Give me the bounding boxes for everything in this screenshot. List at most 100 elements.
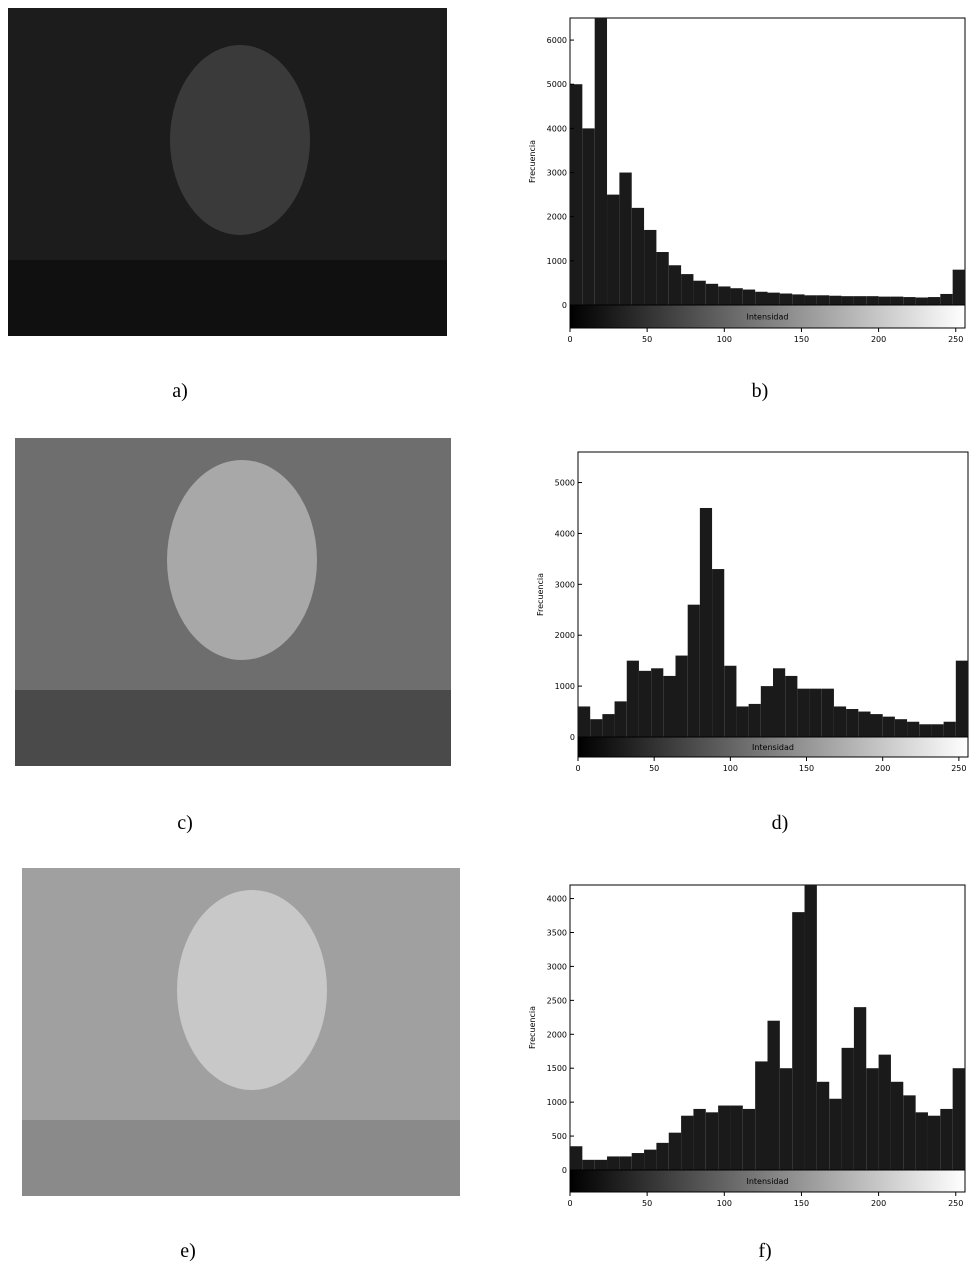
y-tick-label: 5000 xyxy=(547,80,567,89)
histogram-bar xyxy=(785,675,798,737)
x-tick-label: 0 xyxy=(575,764,580,773)
histogram-bar xyxy=(582,1159,595,1170)
colorbar-label: Intensidad xyxy=(746,313,788,322)
histogram-bar xyxy=(907,721,920,737)
histogram-bar xyxy=(755,291,768,305)
histogram-bar xyxy=(712,569,725,737)
histogram-bar xyxy=(792,912,805,1170)
histogram-bar xyxy=(582,128,595,305)
y-tick-label: 1000 xyxy=(547,1098,567,1107)
histogram-bar xyxy=(866,1068,879,1170)
histogram-bar xyxy=(821,688,834,737)
y-tick-label: 1000 xyxy=(547,257,567,266)
histogram-bar xyxy=(699,507,713,737)
histogram-bar xyxy=(570,84,583,305)
histogram-bar xyxy=(614,701,627,737)
x-tick-label: 150 xyxy=(794,1199,809,1208)
histogram-bar xyxy=(841,296,854,305)
histogram-bar xyxy=(915,1112,928,1170)
histogram-bar xyxy=(809,688,822,737)
histogram-bar xyxy=(816,295,830,305)
histogram-bar xyxy=(590,719,603,737)
y-tick-label: 2000 xyxy=(547,213,567,222)
y-tick-label: 2000 xyxy=(555,631,575,640)
histogram-bar xyxy=(853,296,867,305)
y-tick-label: 2000 xyxy=(547,1030,567,1039)
y-tick-label: 4000 xyxy=(547,895,567,904)
histogram-bar xyxy=(833,706,847,737)
y-tick-label: 3000 xyxy=(547,962,567,971)
histogram-bar xyxy=(890,296,904,305)
y-tick-label: 1000 xyxy=(555,682,575,691)
histogram-bar xyxy=(644,229,657,305)
panel-label: e) xyxy=(180,1240,196,1262)
histogram-bar xyxy=(730,1105,743,1170)
histogram-bar xyxy=(651,668,664,737)
panel-label: b) xyxy=(752,380,769,402)
x-tick-label: 100 xyxy=(723,764,738,773)
histogram-bar xyxy=(878,1054,891,1170)
histogram-bar xyxy=(594,1159,608,1170)
histogram-bar xyxy=(656,1142,669,1170)
y-tick-label: 2500 xyxy=(547,996,567,1005)
histogram-bar xyxy=(681,1115,694,1170)
histogram-bar xyxy=(829,1098,842,1170)
histogram-bar xyxy=(804,295,817,305)
y-tick-label: 3000 xyxy=(555,580,575,589)
colorbar-label: Intensidad xyxy=(746,1177,788,1186)
histogram-bar xyxy=(736,706,749,737)
histogram-bar xyxy=(779,293,793,305)
histogram-bar xyxy=(619,1156,632,1170)
histogram-bar xyxy=(931,724,944,737)
histogram-bar xyxy=(748,703,761,737)
histogram-bar xyxy=(570,1146,583,1170)
y-axis-label: Frecuencia xyxy=(528,1006,537,1049)
histogram-bar xyxy=(866,296,879,305)
panel-label: f) xyxy=(758,1240,771,1262)
histogram-bar xyxy=(607,1156,620,1170)
histogram-bar xyxy=(693,280,706,305)
x-tick-label: 50 xyxy=(649,764,659,773)
histogram-bar xyxy=(919,724,932,737)
histogram-bar xyxy=(638,670,652,737)
histogram-bar xyxy=(730,288,743,305)
histogram-bar xyxy=(607,194,620,305)
histogram-bar xyxy=(927,297,941,305)
y-tick-label: 4000 xyxy=(547,124,567,133)
y-tick-label: 0 xyxy=(562,1166,567,1175)
histogram-bar xyxy=(903,297,916,305)
colorbar xyxy=(569,304,966,329)
photo-e xyxy=(22,868,460,1196)
histogram-bar xyxy=(594,18,608,305)
x-tick-label: 50 xyxy=(642,335,652,344)
histogram-bar xyxy=(846,709,859,737)
histogram-bar xyxy=(853,1007,867,1170)
histogram-bar xyxy=(940,1108,953,1170)
histogram-bar xyxy=(870,714,883,737)
histogram-bar xyxy=(792,294,805,305)
x-tick-label: 200 xyxy=(875,764,890,773)
histogram-bar xyxy=(693,1108,706,1170)
x-tick-label: 100 xyxy=(717,1199,732,1208)
histogram-bar xyxy=(804,885,817,1170)
histogram-bar xyxy=(915,297,928,305)
histogram-bar xyxy=(742,289,756,305)
y-tick-label: 0 xyxy=(562,301,567,310)
histogram-bar xyxy=(668,265,682,305)
x-tick-label: 0 xyxy=(567,1199,572,1208)
colorbar xyxy=(569,1169,966,1193)
panel-label: a) xyxy=(172,380,188,402)
histogram-bar xyxy=(882,716,895,737)
histogram-bar xyxy=(724,665,737,737)
histogram-bar xyxy=(816,1081,830,1170)
histogram-bar xyxy=(656,252,669,305)
histogram-bar xyxy=(894,719,908,737)
x-tick-label: 200 xyxy=(871,335,886,344)
histogram-bar xyxy=(890,1081,904,1170)
x-tick-label: 250 xyxy=(948,335,963,344)
x-tick-label: 50 xyxy=(642,1199,652,1208)
histogram-bar xyxy=(705,1112,719,1170)
colorbar-label: Intensidad xyxy=(752,743,794,752)
